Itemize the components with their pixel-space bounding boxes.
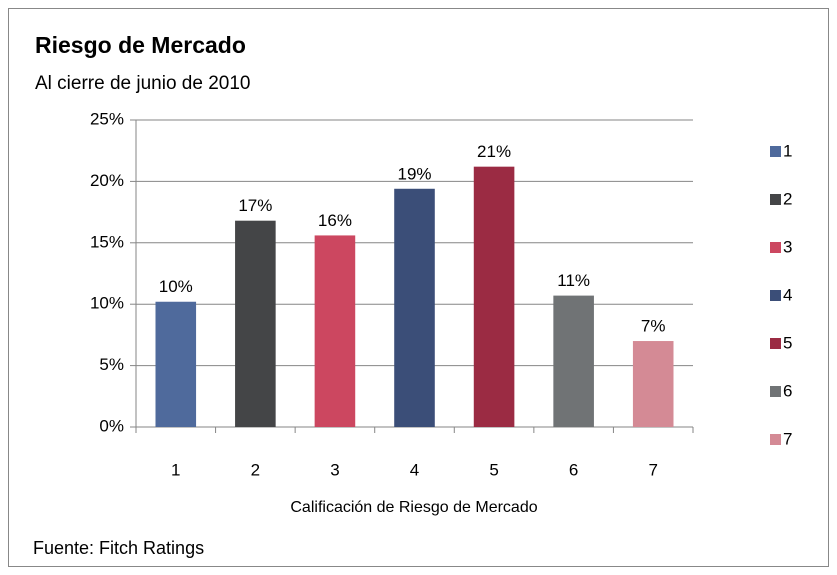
y-tick-label: 0% [99, 416, 124, 435]
x-tick-label: 5 [489, 460, 498, 479]
data-label: 7% [641, 317, 666, 336]
legend-swatch [770, 434, 781, 445]
y-tick-label: 15% [90, 232, 124, 251]
legend-swatch [770, 194, 781, 205]
data-label: 19% [397, 164, 431, 183]
legend-label: 1 [783, 141, 792, 160]
legend-swatch [770, 386, 781, 397]
data-label: 17% [238, 196, 272, 215]
data-label: 11% [557, 271, 590, 290]
chart-title: Riesgo de Mercado [35, 32, 246, 58]
x-axis-label: Calificación de Riesgo de Mercado [290, 499, 537, 516]
x-tick-label: 3 [330, 460, 339, 479]
bar [394, 188, 435, 427]
source-note: Fuente: Fitch Ratings [33, 538, 204, 558]
legend-label: 2 [783, 189, 792, 208]
x-tick-label: 1 [171, 460, 180, 479]
y-tick-label: 20% [90, 171, 124, 190]
x-tick-label: 7 [648, 460, 657, 479]
bar [473, 166, 515, 427]
legend-swatch [770, 146, 781, 157]
data-label: 16% [318, 211, 352, 230]
x-tick-label: 6 [569, 460, 578, 479]
y-tick-label: 25% [90, 109, 124, 128]
legend-label: 6 [783, 381, 792, 400]
data-label: 10% [159, 277, 193, 296]
bar [632, 341, 674, 427]
x-tick-label: 4 [410, 460, 419, 479]
bar [314, 235, 356, 427]
legend-label: 4 [783, 285, 792, 304]
legend-label: 5 [783, 333, 792, 352]
chart-subtitle: Al cierre de junio de 2010 [35, 73, 250, 94]
x-tick-label: 2 [251, 460, 260, 479]
data-label: 21% [477, 142, 511, 161]
legend-swatch [770, 242, 781, 253]
legend-label: 3 [783, 237, 792, 256]
legend-swatch [770, 290, 781, 301]
y-tick-label: 5% [99, 355, 124, 374]
legend-swatch [770, 338, 781, 349]
legend-label: 7 [783, 429, 792, 448]
y-tick-label: 10% [90, 294, 124, 313]
bar [235, 220, 276, 427]
bar [553, 295, 594, 427]
bar [155, 301, 197, 427]
